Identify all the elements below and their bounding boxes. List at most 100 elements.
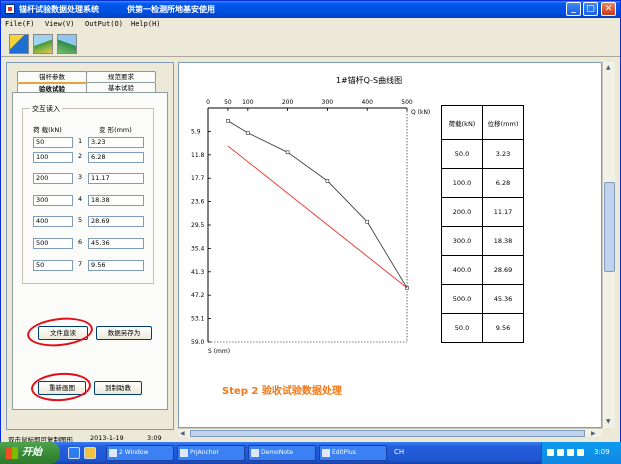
step-annotation: Step 2 验收试验数据处理 xyxy=(222,386,342,397)
tab-spec-requirements[interactable]: 规范要求 xyxy=(86,71,156,82)
table-cell: 6.28 xyxy=(482,168,524,198)
scroll-up-icon[interactable]: ▲ xyxy=(606,64,611,71)
x-tick-label: 500 xyxy=(401,99,413,106)
table-row: 500.0 45.36 xyxy=(441,284,524,314)
load-input[interactable]: 100 xyxy=(33,152,73,163)
chart-canvas-area: 1#锚杆Q-S曲线图 Q (kN) S (mm) 0 50 100 200 300 400… xyxy=(178,62,602,428)
displacement-input[interactable]: 18.38 xyxy=(88,195,144,206)
data-point xyxy=(365,219,369,224)
table-cell: 28.69 xyxy=(482,255,524,285)
load-input[interactable]: 500 xyxy=(33,238,73,249)
redraw-button[interactable]: 重新画图 xyxy=(38,381,86,395)
maximize-button[interactable]: □ xyxy=(583,2,598,16)
chart-title: 1#锚杆Q-S曲线图 xyxy=(336,75,402,85)
app-icon[interactable] xyxy=(5,4,15,14)
table-row: 400.0 28.69 xyxy=(441,255,524,285)
menu-view[interactable]: View(V) xyxy=(45,20,75,28)
x-tick-label: 100 xyxy=(242,99,254,106)
x-tick-label: 0 xyxy=(206,99,210,106)
load-input[interactable]: 50 xyxy=(33,260,73,271)
table-row: 50.0 3.23 xyxy=(441,139,524,169)
row-index: 7 xyxy=(78,260,83,268)
y-tick-label: 5.9 xyxy=(191,128,201,135)
table-cell: 18.38 xyxy=(482,226,524,256)
load-input[interactable]: 300 xyxy=(33,195,73,206)
print-button[interactable]: 到制助教 xyxy=(94,381,142,395)
x-tick-label: 300 xyxy=(322,99,334,106)
load-column-header: 荷 载(kN) xyxy=(33,126,62,134)
y-axis-label: S (mm) xyxy=(208,348,230,355)
folder-icon[interactable] xyxy=(84,447,96,459)
displacement-input[interactable]: 6.28 xyxy=(88,152,144,163)
row-index: 2 xyxy=(78,152,83,160)
table-cell: 荷载(kN) xyxy=(441,105,483,140)
data-table: 荷载(kN) 位移(mm) 50.0 3.23 100.0 6.28 200.0 11.17 3… xyxy=(441,105,524,343)
x-axis-label: Q (kN) xyxy=(411,109,430,116)
chart-tool-icon[interactable] xyxy=(9,34,29,54)
data-point xyxy=(246,131,250,135)
tab-anchor-params[interactable]: 锚杆参数 xyxy=(17,71,87,82)
vertical-scrollbar[interactable]: ▲ ▼ xyxy=(602,62,615,428)
displacement-input[interactable]: 9.56 xyxy=(88,260,144,271)
windows-logo-icon xyxy=(6,447,18,459)
scroll-right-icon[interactable]: ▶ xyxy=(591,430,596,437)
y-tick-label: 41.3 xyxy=(191,269,205,276)
data-point xyxy=(325,179,330,183)
vertical-scroll-thumb[interactable] xyxy=(604,182,615,272)
load-input[interactable]: 400 xyxy=(33,216,73,227)
displacement-input[interactable]: 45.36 xyxy=(88,238,144,249)
start-button[interactable]: 开始 xyxy=(0,442,60,464)
table-cell: 11.17 xyxy=(482,197,524,227)
scroll-left-icon[interactable]: ◀ xyxy=(180,430,185,437)
ie-icon[interactable] xyxy=(68,447,80,459)
status-hint: 双击鼠标即可复制图形 xyxy=(8,436,73,444)
input-group-title: 交互读入 xyxy=(30,104,62,114)
x-tick-label: 400 xyxy=(361,99,373,106)
volume-icon[interactable] xyxy=(577,449,584,456)
displacement-input[interactable]: 28.69 xyxy=(88,216,144,227)
qs-curve-chart[interactable]: 1#锚杆Q-S曲线图 Q (kN) S (mm) 0 50 100 200 300 400… xyxy=(179,63,603,429)
displacement-input[interactable]: 3.23 xyxy=(88,137,144,148)
load-input[interactable]: 50 xyxy=(33,137,73,148)
start-label: 开始 xyxy=(22,447,42,458)
table-cell: 100.0 xyxy=(441,168,483,198)
y-tick-label: 29.5 xyxy=(191,222,205,229)
tab-basic-test[interactable]: 基本试验 xyxy=(86,82,156,93)
menu-output[interactable]: OutPut(O) xyxy=(85,20,123,28)
tray-icon[interactable] xyxy=(567,449,574,456)
table-cell: 500.0 xyxy=(441,284,483,314)
tray-icon[interactable] xyxy=(547,449,554,456)
landscape-chart-icon[interactable] xyxy=(33,34,53,54)
window-title: 锚杆试验数据处理系统 xyxy=(19,5,99,14)
horizontal-scroll-thumb[interactable] xyxy=(190,430,585,437)
title-bar[interactable]: 锚杆试验数据处理系统 供第一检测所地基安使用 _ □ ✕ xyxy=(1,1,620,18)
status-time: 3:09 xyxy=(147,434,162,442)
table-cell: 9.56 xyxy=(482,313,524,343)
close-button[interactable]: ✕ xyxy=(601,2,616,16)
row-index: 4 xyxy=(78,195,83,203)
taskbar-task[interactable]: PrjAnchor xyxy=(177,445,245,461)
toolbar xyxy=(1,31,620,57)
load-input[interactable]: 200 xyxy=(33,173,73,184)
taskbar-task[interactable]: EditPlus xyxy=(319,445,387,461)
x-tick-label: 200 xyxy=(282,99,294,106)
row-index: 1 xyxy=(78,137,83,145)
save-as-button[interactable]: 数据另存为 xyxy=(96,326,152,340)
scroll-down-icon[interactable]: ▼ xyxy=(606,418,611,425)
series-line-1 xyxy=(227,120,408,289)
table-cell: 50.0 xyxy=(441,313,483,343)
disp-column-header: 变 形(mm) xyxy=(99,126,132,134)
language-indicator[interactable]: CH xyxy=(394,448,405,456)
terrain-chart-icon[interactable] xyxy=(57,34,77,54)
taskbar-task[interactable]: 2 Window xyxy=(106,445,174,461)
table-cell: 300.0 xyxy=(441,226,483,256)
row-index: 5 xyxy=(78,216,83,224)
taskbar-task[interactable]: DemoNote xyxy=(248,445,316,461)
tray-icon[interactable] xyxy=(557,449,564,456)
horizontal-scrollbar[interactable]: ◀ ▶ xyxy=(178,428,602,437)
displacement-input[interactable]: 11.17 xyxy=(88,173,144,184)
read-file-button[interactable]: 文件直读 xyxy=(38,326,88,340)
menu-help[interactable]: Help(H) xyxy=(131,20,161,28)
minimize-button[interactable]: _ xyxy=(566,2,581,16)
menu-file[interactable]: File(F) xyxy=(5,20,35,28)
